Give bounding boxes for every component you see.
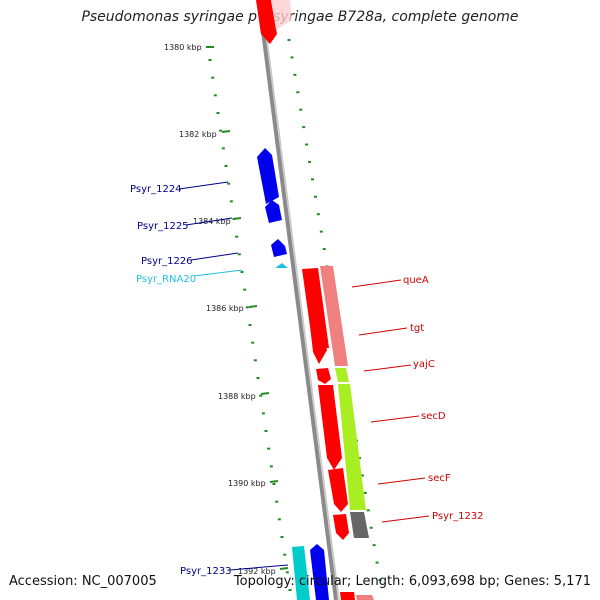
gene-arrow-secf[interactable] — [328, 468, 348, 512]
ruler-major-tick — [221, 130, 231, 133]
ruler-label: 1388 kbp — [218, 392, 256, 401]
feature-track-bottom — [356, 595, 374, 600]
label-leader — [178, 181, 229, 190]
feature-track-secd — [338, 384, 366, 510]
label-leader — [381, 515, 430, 523]
ruler-label: 1380 kbp — [164, 43, 202, 52]
label-leader — [193, 269, 243, 277]
gene-arrow-psyr-1225[interactable] — [265, 200, 282, 223]
label-leader — [229, 564, 289, 571]
gene-arrow-top-partial[interactable] — [256, 0, 277, 44]
label-leader — [363, 364, 412, 372]
genome-backbone-shadow — [261, 0, 340, 600]
gene-label-psyr-1226[interactable]: Psyr_1226 — [141, 256, 193, 267]
label-leader — [370, 415, 420, 423]
gene-label-secf[interactable]: secF — [428, 473, 451, 484]
gene-arrow-bottom-partial[interactable] — [340, 592, 355, 600]
gene-arrow-secd[interactable] — [318, 385, 342, 470]
genome-backbone — [257, 0, 338, 600]
gene-label-secd[interactable]: secD — [421, 411, 446, 422]
gene-label-quea[interactable]: queA — [403, 275, 429, 286]
gene-label-psyr-rna20[interactable]: Psyr_RNA20 — [136, 274, 196, 285]
ruler-label: 1386 kbp — [206, 304, 244, 313]
gene-arrow-yajc[interactable] — [316, 368, 331, 384]
ruler-major-tick — [279, 567, 289, 570]
gene-arrow-psyr-1224[interactable] — [257, 148, 279, 204]
label-leader — [351, 279, 402, 288]
genome-title: Pseudomonas syringae pv. syringae B728a,… — [81, 9, 519, 25]
ruler-major-tick — [260, 392, 270, 395]
genome-summary-text: Topology: circular; Length: 6,093,698 bp… — [233, 574, 591, 589]
ruler-major-tick — [232, 217, 242, 220]
ruler-label: 1392 kbp — [238, 567, 276, 576]
ruler-label: 1390 kbp — [228, 479, 266, 488]
rna-arrow-psyr-rna20[interactable] — [275, 263, 288, 268]
gene-arrow-psyr-1232[interactable] — [333, 514, 349, 540]
label-leader — [358, 327, 408, 336]
gene-label-psyr-1225[interactable]: Psyr_1225 — [137, 221, 189, 232]
gene-arrow-psyr-1226[interactable] — [271, 239, 287, 257]
gene-arrow-top-partial-shadow — [271, 0, 292, 30]
gene-label-psyr-1224[interactable]: Psyr_1224 — [130, 184, 182, 195]
accession-text: Accession: NC_007005 — [9, 574, 157, 589]
gene-label-psyr-1233[interactable]: Psyr_1233 — [180, 566, 232, 577]
ruler-minor-ticks-left — [208, 59, 292, 591]
gene-arrow-tgt[interactable] — [309, 315, 327, 364]
ruler-major-tick — [269, 480, 279, 483]
gene-arrow-psyr-1233[interactable] — [310, 544, 329, 600]
ruler: 1380 kbp 1382 kbp 1384 kbp 1386 kbp 1388… — [164, 43, 289, 576]
label-leader — [185, 217, 233, 226]
ruler-label: 1382 kbp — [179, 130, 217, 139]
feature-track-quea — [320, 266, 348, 366]
gene-label-psyr-1232[interactable]: Psyr_1232 — [432, 511, 484, 522]
feature-track-yajc — [335, 368, 349, 382]
label-leader — [377, 477, 426, 485]
label-leader — [190, 252, 239, 261]
feature-track-psyr-1232 — [350, 512, 369, 538]
gene-arrow-cyan[interactable] — [292, 546, 310, 600]
ruler-major-tick — [248, 305, 258, 308]
gene-label-yajc[interactable]: yajC — [413, 359, 435, 370]
gene-label-tgt[interactable]: tgt — [410, 323, 424, 334]
